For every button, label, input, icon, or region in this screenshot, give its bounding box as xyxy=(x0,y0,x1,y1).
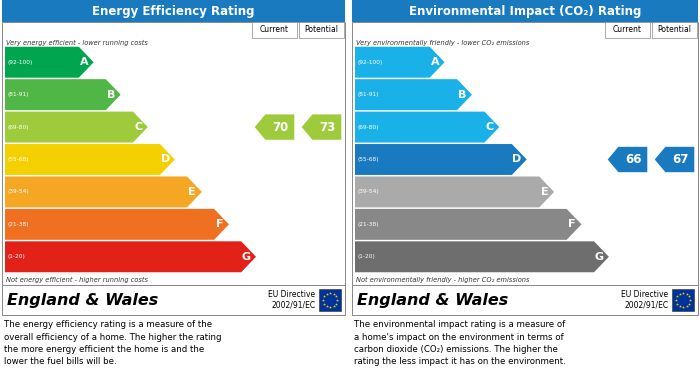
Polygon shape xyxy=(5,47,94,78)
Text: Very energy efficient - lower running costs: Very energy efficient - lower running co… xyxy=(6,40,148,46)
Text: E: E xyxy=(188,187,196,197)
Text: (39-54): (39-54) xyxy=(7,189,29,194)
Polygon shape xyxy=(355,144,526,175)
Bar xyxy=(673,289,694,311)
Polygon shape xyxy=(302,115,342,140)
Text: Potential: Potential xyxy=(304,25,339,34)
Text: 73: 73 xyxy=(320,120,336,134)
Polygon shape xyxy=(355,176,554,207)
Text: (21-38): (21-38) xyxy=(357,222,379,227)
Text: Current: Current xyxy=(613,25,642,34)
Text: The environmental impact rating is a measure of
a home's impact on the environme: The environmental impact rating is a mea… xyxy=(354,320,566,366)
Text: Current: Current xyxy=(260,25,289,34)
Text: 66: 66 xyxy=(626,153,642,166)
Polygon shape xyxy=(355,209,582,240)
Text: F: F xyxy=(216,219,223,230)
Text: (39-54): (39-54) xyxy=(357,189,379,194)
Text: (55-68): (55-68) xyxy=(7,157,29,162)
Text: England & Wales: England & Wales xyxy=(357,292,508,307)
Text: G: G xyxy=(241,252,251,262)
Text: (92-100): (92-100) xyxy=(7,60,32,65)
Bar xyxy=(352,22,698,285)
Polygon shape xyxy=(5,79,120,110)
Text: Very environmentally friendly - lower CO₂ emissions: Very environmentally friendly - lower CO… xyxy=(356,40,529,46)
Polygon shape xyxy=(255,115,294,140)
Text: Potential: Potential xyxy=(657,25,692,34)
Bar xyxy=(605,22,650,38)
Text: The energy efficiency rating is a measure of the
overall efficiency of a home. T: The energy efficiency rating is a measur… xyxy=(4,320,221,366)
Polygon shape xyxy=(5,176,202,207)
Text: EU Directive
2002/91/EC: EU Directive 2002/91/EC xyxy=(622,290,668,310)
Polygon shape xyxy=(355,241,609,272)
Bar xyxy=(2,0,345,22)
Text: Not environmentally friendly - higher CO₂ emissions: Not environmentally friendly - higher CO… xyxy=(356,277,529,283)
Text: Energy Efficiency Rating: Energy Efficiency Rating xyxy=(92,5,255,18)
Text: (81-91): (81-91) xyxy=(7,92,29,97)
Text: F: F xyxy=(568,219,575,230)
Text: Environmental Impact (CO₂) Rating: Environmental Impact (CO₂) Rating xyxy=(409,5,641,18)
Text: C: C xyxy=(134,122,142,132)
Bar xyxy=(299,22,344,38)
Text: B: B xyxy=(458,90,466,100)
Polygon shape xyxy=(5,111,148,143)
Text: (92-100): (92-100) xyxy=(357,60,382,65)
Polygon shape xyxy=(654,147,694,172)
Polygon shape xyxy=(355,79,472,110)
Text: G: G xyxy=(595,252,604,262)
Polygon shape xyxy=(5,209,229,240)
Text: Not energy efficient - higher running costs: Not energy efficient - higher running co… xyxy=(6,277,148,283)
Text: 67: 67 xyxy=(673,153,689,166)
Text: A: A xyxy=(80,57,88,67)
Text: C: C xyxy=(486,122,493,132)
Polygon shape xyxy=(608,147,648,172)
Bar xyxy=(2,285,345,315)
Text: B: B xyxy=(107,90,116,100)
Text: (1-20): (1-20) xyxy=(7,254,25,259)
Polygon shape xyxy=(355,47,444,78)
Text: D: D xyxy=(512,154,522,165)
Polygon shape xyxy=(355,111,499,143)
Polygon shape xyxy=(5,144,175,175)
Text: D: D xyxy=(160,154,170,165)
Bar xyxy=(352,285,698,315)
Text: E: E xyxy=(540,187,548,197)
Text: (1-20): (1-20) xyxy=(357,254,375,259)
Text: England & Wales: England & Wales xyxy=(7,292,158,307)
Text: (55-68): (55-68) xyxy=(357,157,379,162)
Text: 70: 70 xyxy=(272,120,289,134)
Text: (69-80): (69-80) xyxy=(7,125,29,129)
Text: EU Directive
2002/91/EC: EU Directive 2002/91/EC xyxy=(268,290,316,310)
Bar xyxy=(652,22,697,38)
Bar xyxy=(252,22,297,38)
Bar xyxy=(352,0,698,22)
Bar xyxy=(2,22,345,285)
Text: (21-38): (21-38) xyxy=(7,222,29,227)
Polygon shape xyxy=(5,241,256,272)
Bar xyxy=(319,289,341,311)
Text: (81-91): (81-91) xyxy=(357,92,379,97)
Text: (69-80): (69-80) xyxy=(357,125,379,129)
Text: A: A xyxy=(430,57,439,67)
